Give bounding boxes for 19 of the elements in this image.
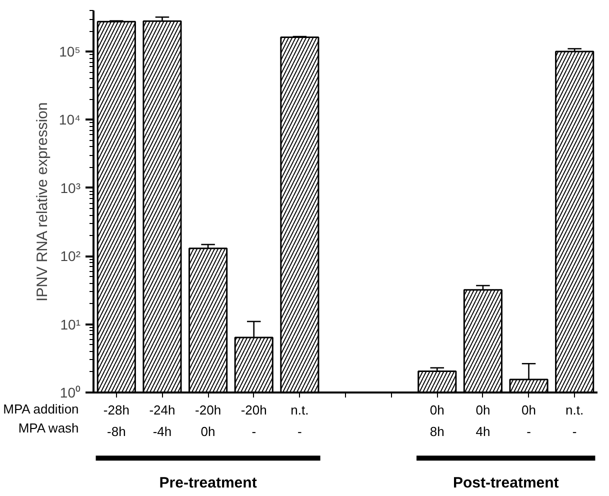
y-tick-label: 10³	[60, 180, 81, 196]
x-tick-label: -28h -8h	[103, 402, 130, 440]
text: Post-treatment	[452, 474, 559, 492]
y-tick-label: 10²	[60, 248, 81, 264]
x-tick-label: 0h -	[522, 402, 536, 440]
y-tick-label: 10¹	[60, 316, 81, 332]
text: MPA addition MPA wash	[3, 401, 79, 436]
x-tick-label: -24h -4h	[149, 402, 176, 440]
x-tick-label: 0h 8h	[430, 402, 444, 440]
x-tick-label: n.t. -	[566, 402, 584, 440]
y-axis-title: IPNV RNA relative expression	[34, 102, 51, 302]
text: Pre-treatment	[159, 474, 257, 492]
x-tick-label: n.t. -	[290, 402, 309, 440]
x-tick-label: 0h 4h	[476, 402, 490, 440]
x-tick-label: -20h -	[240, 402, 267, 440]
y-tick-label: 10⁰	[60, 384, 81, 400]
y-tick-label: 10⁴	[58, 112, 81, 128]
y-tick-label: 10⁵	[59, 44, 81, 60]
x-tick-label: -20h 0h	[195, 402, 222, 440]
